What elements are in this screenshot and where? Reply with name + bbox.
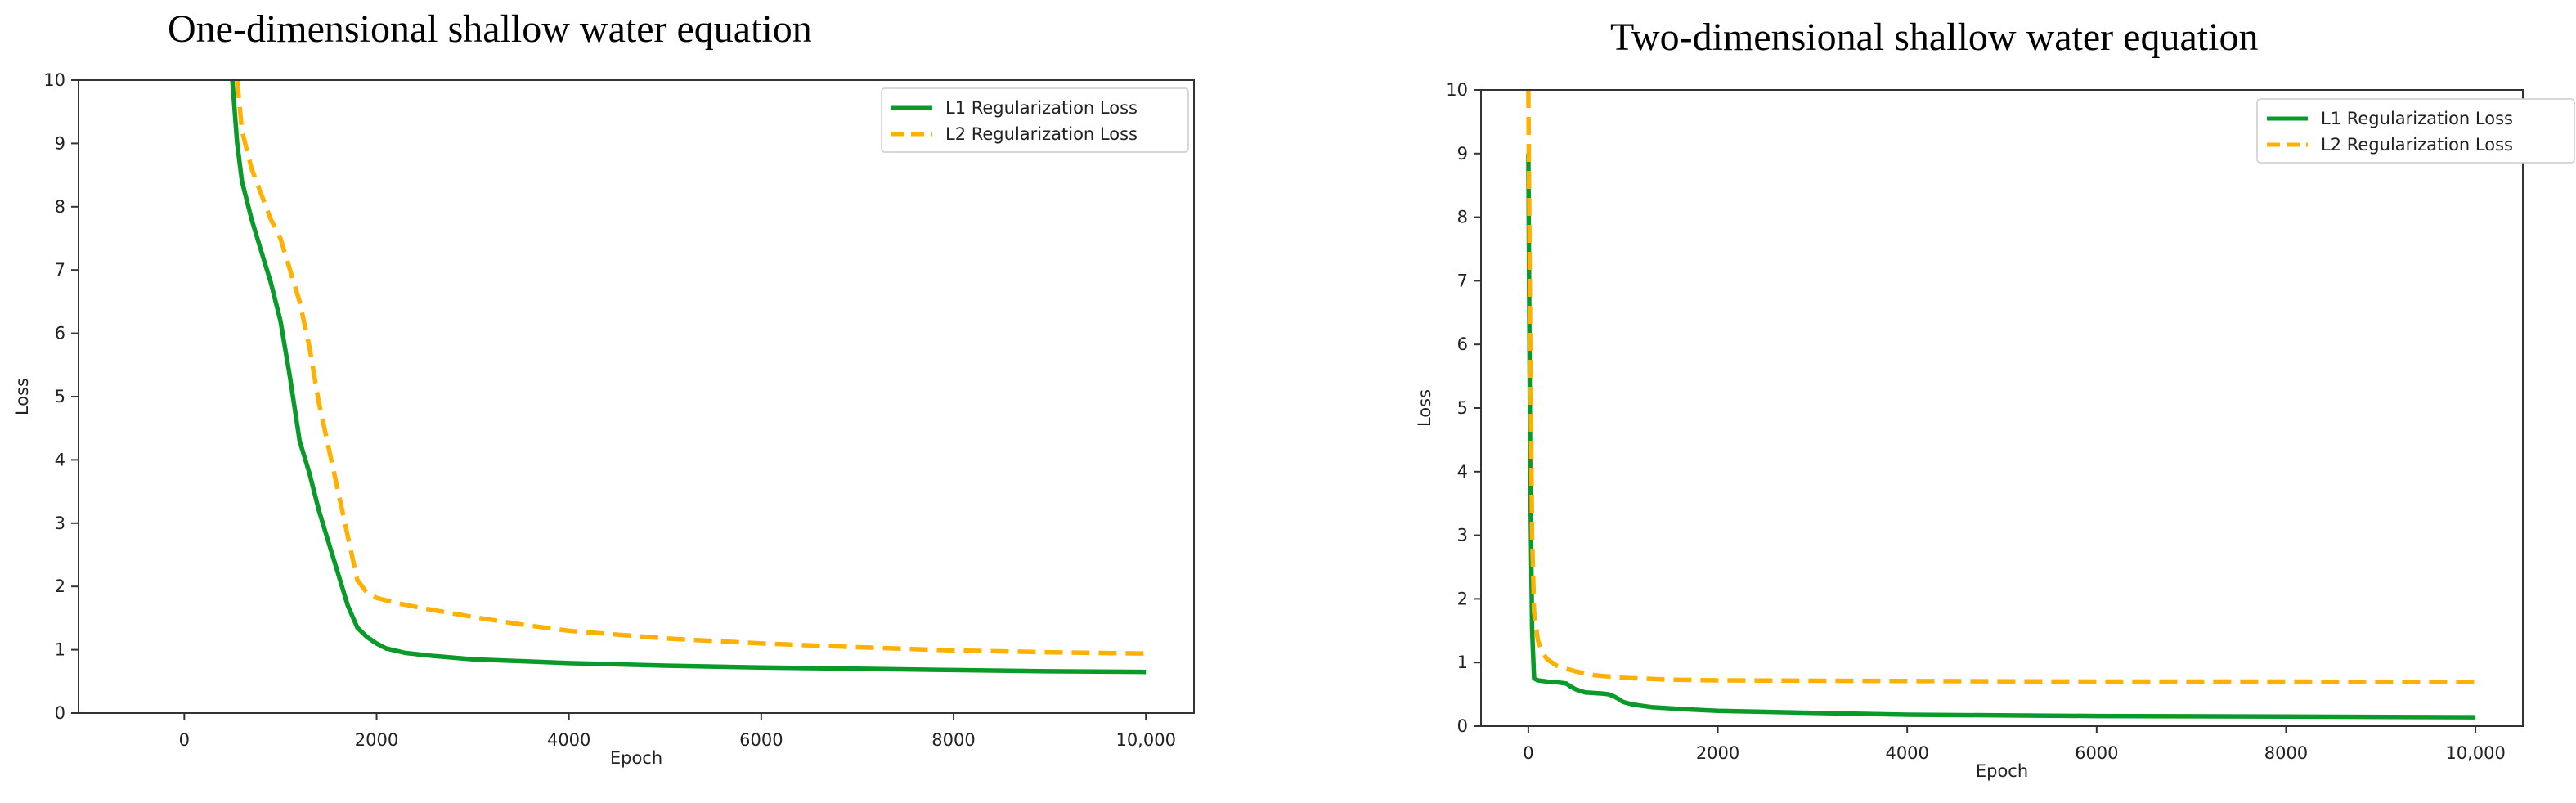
x-tick-label: 8000 — [931, 730, 975, 750]
y-tick-label: 1 — [1457, 653, 1468, 672]
y-tick-label: 5 — [1457, 398, 1468, 418]
y-tick-label: 8 — [55, 197, 65, 217]
series-line-2 — [1526, 90, 2476, 685]
x-tick-label: 8000 — [2264, 743, 2308, 763]
y-tick-label: 2 — [1457, 589, 1468, 608]
y-tick-label: 7 — [1457, 271, 1468, 290]
y-axis-label: Loss — [12, 378, 32, 415]
chart-panel-2d: Two-dimensional shallow water equation 0… — [1288, 0, 2576, 799]
x-axis-label: Epoch — [610, 748, 662, 768]
chart-title: One-dimensional shallow water equation — [168, 7, 812, 51]
x-tick-label: 0 — [179, 730, 190, 750]
y-tick-label: 5 — [55, 387, 65, 406]
y-tick-label: 10 — [1446, 80, 1468, 100]
x-tick-label: 2000 — [1696, 743, 1739, 763]
y-axis-label: Loss — [1415, 389, 1434, 427]
chart-panel-1d: One-dimensional shallow water equation 0… — [0, 0, 1276, 799]
x-tick-label: 0 — [1523, 743, 1533, 763]
y-tick-label: 0 — [1457, 716, 1468, 736]
series-line-1 — [1526, 153, 2476, 720]
y-tick-label: 3 — [1457, 526, 1468, 545]
legend: L1 Regularization Loss L2 Regularization … — [2256, 98, 2575, 164]
x-tick-label: 4000 — [547, 730, 590, 750]
y-tick-label: 7 — [55, 260, 65, 280]
y-tick-label: 9 — [1457, 144, 1468, 164]
y-tick-label: 9 — [55, 133, 65, 153]
series-line-2 — [235, 80, 1147, 656]
plot-frame — [78, 79, 1195, 714]
chart-title: Two-dimensional shallow water equation — [1610, 16, 2259, 59]
y-tick-label: 6 — [1457, 334, 1468, 354]
y-tick-label: 1 — [55, 640, 65, 660]
x-tick-label: 6000 — [2075, 743, 2118, 763]
legend: L1 Regularization Loss L2 Regularization … — [881, 87, 1189, 153]
x-tick-label: 4000 — [1885, 743, 1928, 763]
series-line-1 — [230, 80, 1147, 675]
x-tick-label: 2000 — [355, 730, 398, 750]
x-tick-label: 6000 — [739, 730, 783, 750]
y-tick-label: 2 — [55, 576, 65, 596]
legend-entry: L2 Regularization Loss — [945, 124, 1138, 144]
y-tick-label: 10 — [43, 70, 65, 90]
y-tick-label: 8 — [1457, 208, 1468, 227]
x-tick-label: 10,000 — [2445, 743, 2505, 763]
y-tick-label: 6 — [55, 324, 65, 343]
plot-frame — [1480, 89, 2524, 727]
chart-2d: 0 2000 4000 6000 8000 10,000 0 1 2 3 4 5 6 7 8 9 10 Epoch… — [1415, 80, 2575, 781]
y-tick-label: 4 — [55, 450, 65, 469]
y-tick-label: 4 — [1457, 462, 1468, 482]
legend-entry: L1 Regularization Loss — [2321, 109, 2513, 128]
chart-1d: 0 2000 4000 6000 8000 10,000 0 1 2 3 4 5 6 7 8 9 10 Epoch… — [12, 70, 1195, 768]
y-tick-label: 3 — [55, 514, 65, 533]
y-tick-label: 0 — [55, 703, 65, 723]
x-axis-label: Epoch — [1976, 761, 2028, 781]
legend-entry: L2 Regularization Loss — [2321, 135, 2513, 155]
x-tick-label: 10,000 — [1115, 730, 1175, 750]
legend-entry: L1 Regularization Loss — [945, 98, 1138, 118]
